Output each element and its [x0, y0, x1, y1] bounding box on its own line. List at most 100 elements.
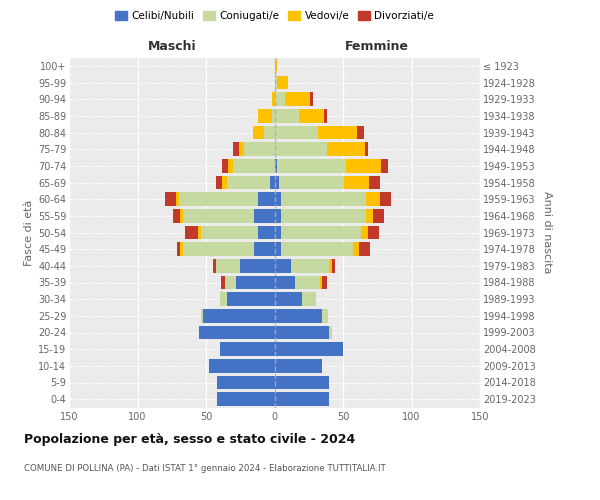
Text: Maschi: Maschi: [148, 40, 196, 52]
Bar: [369, 176, 380, 190]
Bar: [281, 242, 353, 256]
Bar: [329, 326, 332, 340]
Bar: [361, 226, 368, 239]
Bar: [320, 276, 322, 289]
Bar: [275, 359, 322, 372]
Bar: [271, 176, 275, 190]
Bar: [281, 192, 366, 206]
Bar: [275, 126, 319, 140]
Y-axis label: Anni di nascita: Anni di nascita: [542, 191, 553, 274]
Bar: [215, 176, 223, 190]
Bar: [359, 242, 370, 256]
Text: Popolazione per età, sesso e stato civile - 2024: Popolazione per età, sesso e stato civil…: [24, 432, 355, 446]
Bar: [332, 259, 335, 272]
Bar: [239, 142, 244, 156]
Bar: [258, 109, 272, 122]
Bar: [223, 176, 227, 190]
Bar: [353, 242, 359, 256]
Bar: [185, 226, 198, 239]
Bar: [233, 159, 275, 172]
Bar: [200, 226, 258, 239]
Bar: [240, 259, 275, 272]
Bar: [368, 226, 379, 239]
Bar: [220, 292, 227, 306]
Bar: [275, 326, 329, 340]
Bar: [272, 92, 275, 106]
Bar: [346, 159, 382, 172]
Bar: [217, 392, 275, 406]
Bar: [310, 92, 313, 106]
Bar: [227, 292, 275, 306]
Bar: [258, 226, 275, 239]
Bar: [180, 242, 183, 256]
Bar: [275, 109, 299, 122]
Legend: Celibi/Nubili, Coniugati/e, Vedovi/e, Divorziati/e: Celibi/Nubili, Coniugati/e, Vedovi/e, Di…: [111, 6, 438, 25]
Bar: [177, 242, 180, 256]
Bar: [275, 392, 329, 406]
Bar: [275, 309, 322, 322]
Bar: [236, 276, 275, 289]
Bar: [326, 142, 365, 156]
Bar: [365, 142, 368, 156]
Bar: [299, 109, 324, 122]
Bar: [209, 359, 275, 372]
Bar: [291, 259, 329, 272]
Bar: [344, 176, 369, 190]
Bar: [275, 342, 343, 356]
Bar: [176, 192, 179, 206]
Bar: [275, 92, 286, 106]
Bar: [180, 209, 183, 222]
Bar: [366, 192, 380, 206]
Bar: [329, 259, 332, 272]
Bar: [322, 276, 326, 289]
Bar: [275, 76, 277, 90]
Bar: [198, 226, 200, 239]
Bar: [281, 226, 361, 239]
Bar: [183, 242, 254, 256]
Text: COMUNE DI POLLINA (PA) - Dati ISTAT 1° gennaio 2024 - Elaborazione TUTTITALIA.IT: COMUNE DI POLLINA (PA) - Dati ISTAT 1° g…: [24, 464, 386, 473]
Bar: [275, 376, 329, 390]
Bar: [213, 259, 215, 272]
Bar: [275, 176, 278, 190]
Bar: [215, 259, 240, 272]
Bar: [277, 159, 346, 172]
Bar: [254, 209, 275, 222]
Bar: [286, 92, 310, 106]
Bar: [228, 159, 233, 172]
Bar: [275, 192, 281, 206]
Bar: [366, 209, 373, 222]
Bar: [275, 276, 295, 289]
Bar: [319, 126, 357, 140]
Bar: [281, 209, 366, 222]
Bar: [278, 176, 344, 190]
Bar: [277, 76, 288, 90]
Bar: [356, 126, 364, 140]
Bar: [253, 126, 263, 140]
Y-axis label: Fasce di età: Fasce di età: [23, 200, 34, 266]
Bar: [221, 276, 225, 289]
Bar: [275, 209, 281, 222]
Bar: [173, 209, 180, 222]
Bar: [302, 292, 316, 306]
Bar: [233, 142, 239, 156]
Bar: [254, 242, 275, 256]
Bar: [217, 376, 275, 390]
Bar: [200, 309, 203, 322]
Bar: [382, 159, 388, 172]
Bar: [225, 276, 236, 289]
Bar: [199, 326, 275, 340]
Bar: [380, 192, 391, 206]
Bar: [220, 342, 275, 356]
Bar: [324, 109, 326, 122]
Bar: [179, 192, 258, 206]
Bar: [275, 159, 277, 172]
Bar: [258, 192, 275, 206]
Bar: [272, 109, 275, 122]
Bar: [322, 309, 328, 322]
Text: Femmine: Femmine: [345, 40, 409, 52]
Bar: [223, 159, 228, 172]
Bar: [373, 209, 384, 222]
Bar: [275, 142, 326, 156]
Bar: [275, 59, 277, 72]
Bar: [263, 126, 275, 140]
